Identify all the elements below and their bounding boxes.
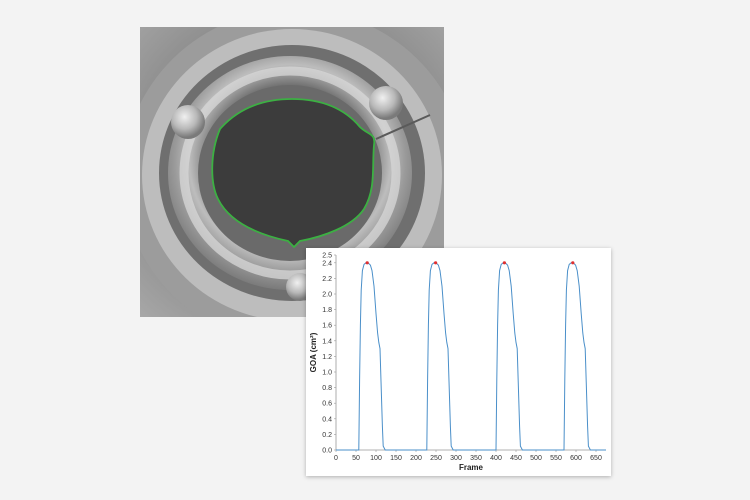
x-axis-ticks: 0 50 100 150 200 250 300 350 400 450 500 550 600 650: [334, 450, 602, 462]
x-tick-label: 500: [530, 455, 542, 462]
y-tick-label: 0.0: [322, 448, 332, 455]
x-tick-label: 50: [352, 455, 360, 462]
y-tick-label: 1.4: [322, 338, 332, 345]
x-tick-label: 400: [490, 455, 502, 462]
y-axis-title: GOA (cm²): [309, 332, 318, 372]
goa-series-line: [336, 262, 606, 451]
x-tick-label: 550: [550, 455, 562, 462]
goa-chart: 0.00.20.40.60.81.01.21.41.61.82.02.22.42…: [309, 253, 606, 472]
y-tick-label: 1.2: [322, 354, 332, 361]
y-tick-label: 1.0: [322, 370, 332, 377]
y-tick-label: 0.4: [322, 416, 332, 423]
y-tick-label: 0.2: [322, 432, 332, 439]
y-tick-label: 1.6: [322, 323, 332, 330]
peak-marker: [434, 261, 438, 265]
y-tick-label: 1.8: [322, 307, 332, 314]
x-axis-title: Frame: [459, 463, 484, 472]
x-tick-label: 450: [510, 455, 522, 462]
x-tick-label: 100: [370, 455, 382, 462]
x-tick-label: 350: [470, 455, 482, 462]
y-axis-ticks: 0.0 0.2 0.4 0.6 0.8 1.0 1.2 1.4 1.6 1.8 2.0 2.2 2.42…: [322, 253, 336, 455]
x-tick-label: 300: [450, 455, 462, 462]
y-tick-label: 2.0: [322, 292, 332, 299]
valve-orifice: [211, 98, 376, 249]
commissure-post-left: [171, 105, 205, 139]
y-tick-label: 2.2: [322, 276, 332, 283]
x-tick-label: 250: [430, 455, 442, 462]
peak-markers: [365, 261, 575, 265]
y-tick-label: 0.8: [322, 385, 332, 392]
x-tick-label: 150: [390, 455, 402, 462]
x-tick-label: 650: [590, 455, 602, 462]
valve-image: [140, 27, 444, 317]
ring-highlight: [179, 66, 401, 280]
peak-marker: [571, 261, 575, 265]
y-tick-label: 0.6: [322, 401, 332, 408]
valve-photo: [140, 27, 444, 317]
goa-chart-panel: 0.0 0.2 0.4 0.6 0.8 1.0 1.2 1.4 1.6 1.8 2.0 2.2 2.4 2…: [306, 248, 611, 476]
x-tick-label: 200: [410, 455, 422, 462]
x-tick-label: 600: [570, 455, 582, 462]
leaflet-seam: [375, 114, 431, 140]
peak-marker: [502, 261, 506, 265]
y-tick-label: 2.4: [322, 260, 332, 267]
y-tick-label: 2.5: [322, 253, 332, 260]
commissure-post-right: [369, 86, 403, 120]
x-tick-label: 0: [334, 455, 338, 462]
peak-marker: [365, 261, 369, 265]
